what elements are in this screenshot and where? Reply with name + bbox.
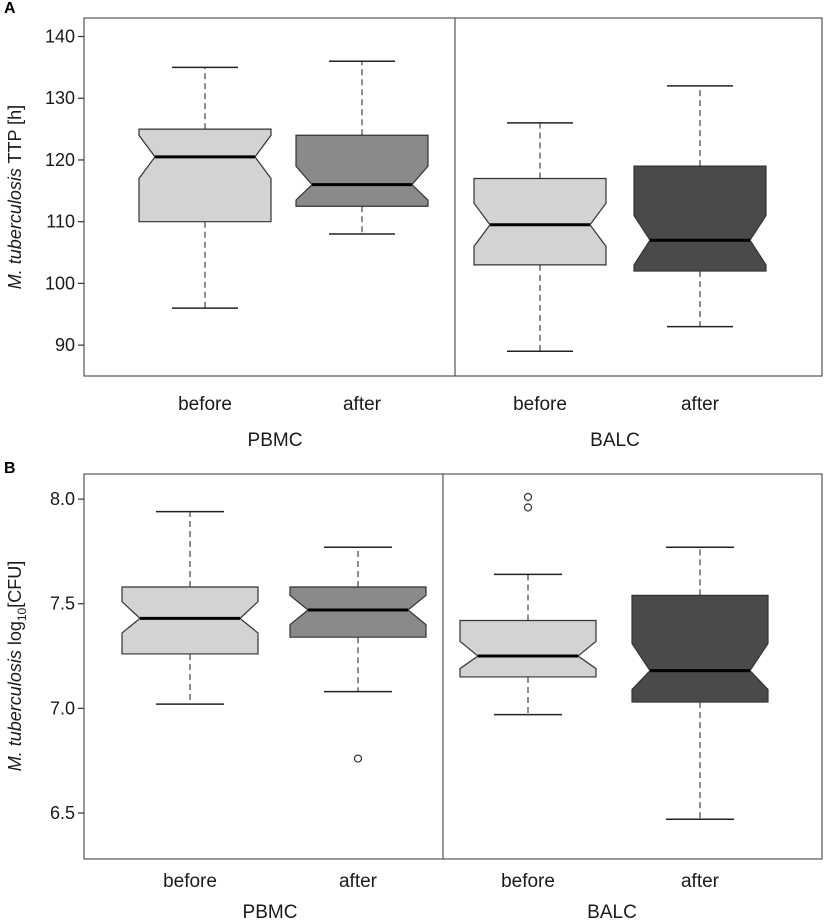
x-category-label: after [339, 871, 378, 892]
y-tick-label: 6.5 [50, 803, 75, 823]
x-group-label: BALC [587, 902, 637, 923]
y-axis-b: 6.5 7.0 7.5 8.0 [50, 489, 84, 823]
plot-frame-a [83, 17, 823, 377]
y-axis-a: 90 100 110 120 130 140 [45, 27, 84, 355]
y-tick-label: 100 [45, 273, 75, 293]
outlier-point [523, 503, 533, 512]
outlier-point [353, 754, 363, 763]
x-category-label: after [681, 871, 720, 892]
y-tick-label: 110 [46, 212, 75, 232]
y-tick-label: 90 [55, 335, 75, 355]
x-labels-a: before after PBMC before after BALC [178, 394, 720, 451]
y-title-rest-a: TTP [h] [5, 105, 25, 168]
x-category-label: before [501, 871, 555, 892]
y-title-rest-b: log [5, 621, 25, 650]
box-balc-before [473, 177, 607, 266]
x-group-label: BALC [590, 430, 640, 451]
y-tick-label: 140 [45, 27, 75, 47]
y-title-italic-a: M. tuberculosis [5, 168, 25, 289]
y-tick-label: 130 [45, 88, 75, 108]
y-tick-label: 120 [45, 150, 75, 170]
panel-label-b: B [4, 460, 16, 477]
y-axis-title-a: M. tuberculosis TTP [h] [5, 105, 25, 289]
y-title-italic-b: M. tuberculosis [5, 650, 25, 771]
panel-b: B 6.5 7.0 7.5 8.0 before after PBMC before afte… [4, 460, 823, 923]
x-category-label: after [681, 394, 720, 415]
y-tick-label: 7.0 [50, 698, 75, 718]
x-category-label: before [178, 394, 232, 415]
x-group-label: PBMC [248, 430, 303, 451]
boxes-a [138, 60, 767, 353]
y-title-sub-b: 10 [15, 607, 29, 621]
box-pbmc-after [289, 586, 427, 638]
plot-frame-b [83, 473, 823, 860]
boxes-b [121, 492, 769, 820]
y-tick-label: 7.5 [50, 594, 75, 614]
x-labels-b: before after PBMC before after BALC [163, 871, 720, 923]
box-pbmc-before [121, 586, 259, 655]
box-balc-before [459, 619, 597, 678]
panel-label-a: A [4, 0, 16, 17]
y-tick-label: 8.0 [50, 489, 75, 509]
x-category-label: before [163, 871, 217, 892]
x-category-label: before [513, 394, 567, 415]
box-pbmc-after [295, 134, 429, 207]
box-balc-after [633, 165, 767, 272]
x-group-label: PBMC [243, 902, 298, 923]
x-category-label: after [343, 394, 382, 415]
outlier-point [523, 492, 533, 502]
y-title-end-b: [CFU] [5, 561, 25, 608]
y-axis-title-b: M. tuberculosis log10[CFU] [5, 561, 29, 771]
box-balc-after [631, 594, 769, 703]
box-pbmc-before [138, 128, 272, 223]
